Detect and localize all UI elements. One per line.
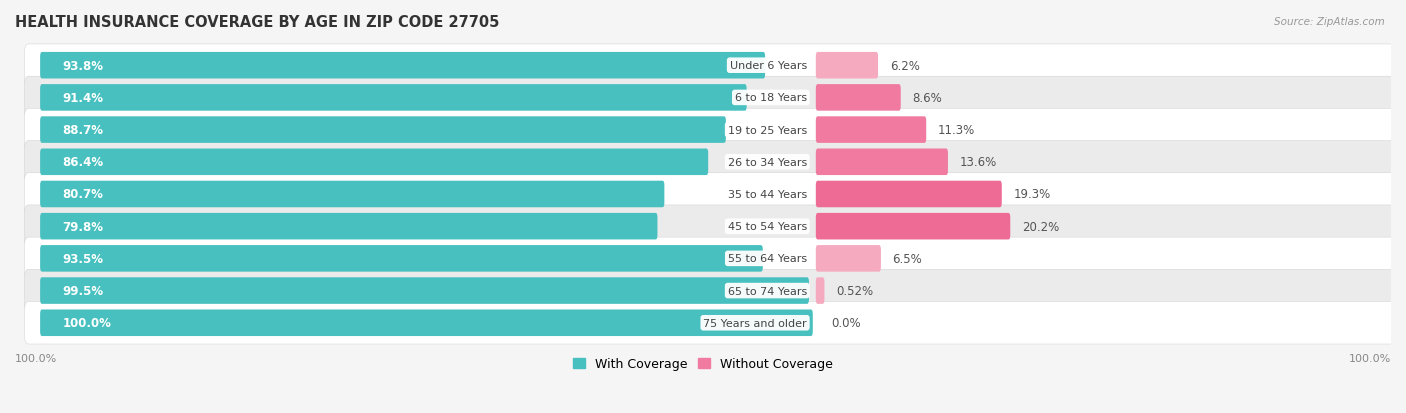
Text: 8.6%: 8.6%	[912, 92, 942, 104]
FancyBboxPatch shape	[815, 149, 948, 176]
FancyBboxPatch shape	[24, 45, 1406, 87]
FancyBboxPatch shape	[41, 278, 808, 304]
FancyBboxPatch shape	[24, 270, 1406, 312]
FancyBboxPatch shape	[41, 85, 747, 112]
FancyBboxPatch shape	[24, 205, 1406, 248]
Text: 93.8%: 93.8%	[62, 59, 103, 73]
Text: 80.7%: 80.7%	[62, 188, 103, 201]
FancyBboxPatch shape	[815, 85, 901, 112]
Text: 100.0%: 100.0%	[15, 354, 58, 363]
Text: 6.2%: 6.2%	[890, 59, 920, 73]
FancyBboxPatch shape	[815, 117, 927, 144]
FancyBboxPatch shape	[815, 53, 879, 79]
Text: 6 to 18 Years: 6 to 18 Years	[735, 93, 807, 103]
FancyBboxPatch shape	[41, 117, 725, 144]
FancyBboxPatch shape	[41, 181, 665, 208]
Text: 11.3%: 11.3%	[938, 124, 976, 137]
FancyBboxPatch shape	[815, 245, 882, 272]
Text: 13.6%: 13.6%	[959, 156, 997, 169]
Text: 19.3%: 19.3%	[1014, 188, 1050, 201]
Text: 91.4%: 91.4%	[62, 92, 103, 104]
Text: 45 to 54 Years: 45 to 54 Years	[728, 222, 807, 232]
Text: 75 Years and older: 75 Years and older	[703, 318, 807, 328]
Text: HEALTH INSURANCE COVERAGE BY AGE IN ZIP CODE 27705: HEALTH INSURANCE COVERAGE BY AGE IN ZIP …	[15, 15, 499, 30]
FancyBboxPatch shape	[41, 214, 658, 240]
Text: 99.5%: 99.5%	[62, 285, 103, 297]
Legend: With Coverage, Without Coverage: With Coverage, Without Coverage	[568, 353, 838, 375]
Text: 0.0%: 0.0%	[831, 316, 860, 330]
FancyBboxPatch shape	[24, 141, 1406, 184]
FancyBboxPatch shape	[41, 53, 765, 79]
Text: 6.5%: 6.5%	[893, 252, 922, 265]
FancyBboxPatch shape	[41, 149, 709, 176]
Text: 55 to 64 Years: 55 to 64 Years	[728, 254, 807, 264]
FancyBboxPatch shape	[24, 173, 1406, 216]
Text: 26 to 34 Years: 26 to 34 Years	[728, 157, 807, 167]
Text: 35 to 44 Years: 35 to 44 Years	[728, 190, 807, 199]
Text: 100.0%: 100.0%	[1348, 354, 1391, 363]
Text: 19 to 25 Years: 19 to 25 Years	[728, 125, 807, 135]
Text: Source: ZipAtlas.com: Source: ZipAtlas.com	[1274, 17, 1385, 26]
Text: 100.0%: 100.0%	[62, 316, 111, 330]
Text: 88.7%: 88.7%	[62, 124, 103, 137]
FancyBboxPatch shape	[41, 245, 763, 272]
FancyBboxPatch shape	[24, 237, 1406, 280]
Text: 20.2%: 20.2%	[1022, 220, 1059, 233]
Text: 86.4%: 86.4%	[62, 156, 103, 169]
FancyBboxPatch shape	[24, 302, 1406, 344]
Text: Under 6 Years: Under 6 Years	[730, 61, 807, 71]
FancyBboxPatch shape	[815, 278, 824, 304]
Text: 93.5%: 93.5%	[62, 252, 103, 265]
Text: 0.52%: 0.52%	[837, 285, 873, 297]
FancyBboxPatch shape	[24, 77, 1406, 119]
FancyBboxPatch shape	[815, 214, 1011, 240]
Text: 79.8%: 79.8%	[62, 220, 103, 233]
FancyBboxPatch shape	[24, 109, 1406, 152]
FancyBboxPatch shape	[41, 310, 813, 336]
FancyBboxPatch shape	[815, 181, 1001, 208]
Text: 65 to 74 Years: 65 to 74 Years	[728, 286, 807, 296]
